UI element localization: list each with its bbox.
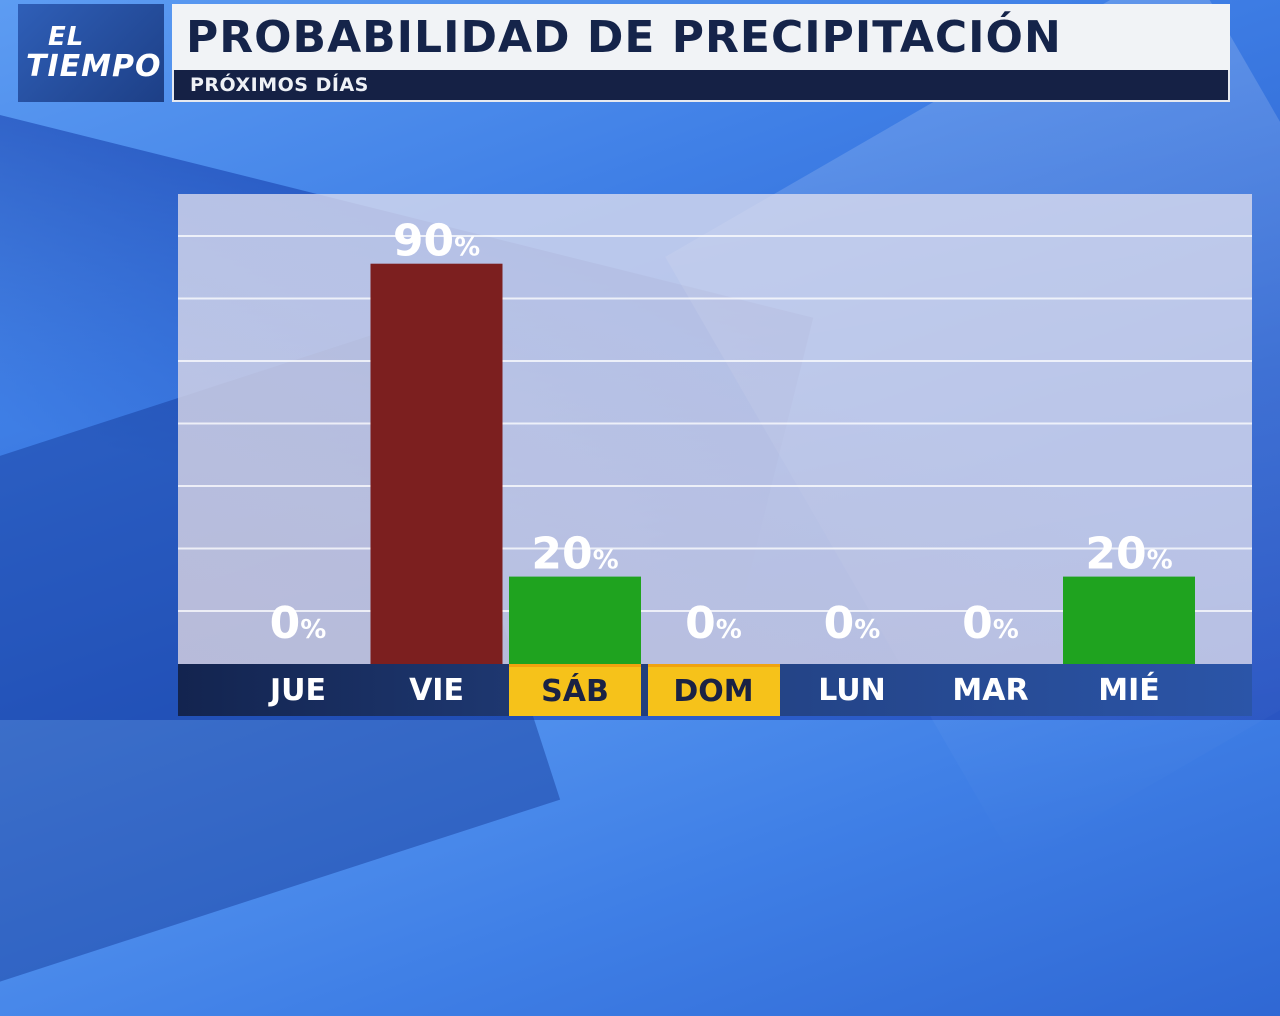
el-tiempo-logo: EL TIEMPO bbox=[18, 4, 164, 102]
subtitle-bar: PRÓXIMOS DÍAS bbox=[172, 70, 1230, 102]
day-label-dom: DOM bbox=[647, 664, 780, 716]
bar-mié bbox=[1063, 576, 1195, 666]
day-label-mié: MIÉ bbox=[1098, 672, 1160, 708]
value-label-dom: 0% bbox=[685, 598, 742, 649]
value-label-vie: 90% bbox=[393, 216, 480, 267]
bar-vie bbox=[370, 263, 503, 666]
bar-sáb bbox=[509, 576, 641, 666]
day-label-lun: LUN bbox=[818, 672, 886, 708]
value-label-lun: 0% bbox=[824, 598, 881, 649]
day-label-sáb: SÁB bbox=[509, 664, 641, 716]
value-label-mié: 20% bbox=[1085, 529, 1172, 580]
chart-panel: 0% 90% 20% 0% 0% 0% 20% bbox=[178, 194, 1252, 666]
title-bar: PROBABILIDAD DE PRECIPITACIÓN bbox=[172, 4, 1230, 70]
day-label-mar: MAR bbox=[952, 672, 1029, 708]
logo-line-1: EL bbox=[48, 22, 85, 52]
day-labels-bar: JUE VIE SÁB DOM LUN MAR MIÉ bbox=[178, 664, 1252, 716]
day-label-jue: JUE bbox=[269, 672, 326, 708]
precipitation-bar-chart: 0% 90% 20% 0% 0% 0% 20% bbox=[178, 216, 1252, 666]
day-label-vie: VIE bbox=[409, 672, 464, 708]
page-subtitle: PRÓXIMOS DÍAS bbox=[190, 74, 369, 96]
value-label-sáb: 20% bbox=[531, 529, 618, 580]
logo-line-2: TIEMPO bbox=[26, 49, 162, 84]
value-label-mar: 0% bbox=[962, 598, 1019, 649]
value-label-jue: 0% bbox=[270, 598, 327, 649]
page-title: PROBABILIDAD DE PRECIPITACIÓN bbox=[186, 11, 1062, 63]
